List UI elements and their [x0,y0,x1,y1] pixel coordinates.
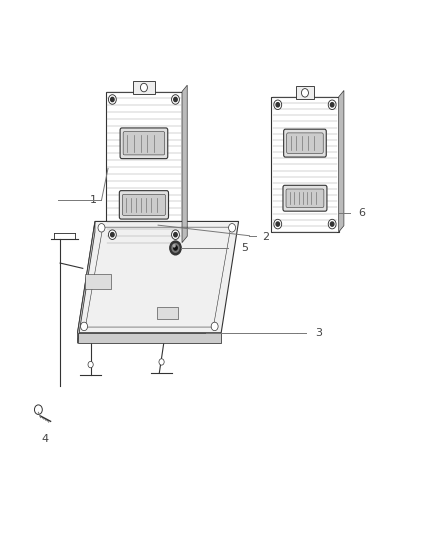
Circle shape [174,232,177,237]
FancyBboxPatch shape [119,191,169,219]
Bar [296,86,314,100]
Circle shape [159,359,164,365]
Circle shape [229,223,236,232]
Polygon shape [78,333,221,343]
Circle shape [276,222,279,226]
FancyBboxPatch shape [284,129,326,157]
FancyBboxPatch shape [120,128,168,159]
Circle shape [328,219,336,229]
Circle shape [111,232,114,237]
Circle shape [173,245,175,247]
Circle shape [81,322,88,330]
Polygon shape [182,85,187,243]
Bar [271,97,339,232]
Circle shape [98,223,105,232]
Circle shape [111,98,114,102]
Bar [156,307,178,319]
Circle shape [109,95,116,104]
Text: 5: 5 [241,243,248,253]
Text: 3: 3 [315,328,322,338]
Polygon shape [78,221,95,343]
Circle shape [35,405,42,415]
Circle shape [174,98,177,102]
Circle shape [211,322,218,330]
Circle shape [174,246,177,250]
Bar [133,81,155,94]
Circle shape [170,241,181,255]
Text: 6: 6 [358,208,365,219]
FancyBboxPatch shape [286,189,324,207]
Circle shape [141,83,148,92]
Circle shape [109,230,116,239]
Bar [106,92,182,243]
Circle shape [88,361,93,368]
Circle shape [172,95,180,104]
FancyBboxPatch shape [287,133,323,154]
Circle shape [330,103,334,107]
FancyBboxPatch shape [123,132,165,155]
Circle shape [301,88,308,97]
Circle shape [330,222,334,226]
Circle shape [172,230,180,239]
Text: 1: 1 [90,195,97,205]
Circle shape [276,103,279,107]
Circle shape [274,219,282,229]
FancyBboxPatch shape [283,185,327,211]
Polygon shape [339,91,344,232]
Bar [85,273,111,289]
Text: 4: 4 [41,434,49,444]
Polygon shape [78,221,239,333]
Circle shape [172,244,179,252]
FancyBboxPatch shape [122,195,166,215]
Circle shape [274,100,282,110]
Circle shape [328,100,336,110]
Text: 2: 2 [262,232,270,243]
